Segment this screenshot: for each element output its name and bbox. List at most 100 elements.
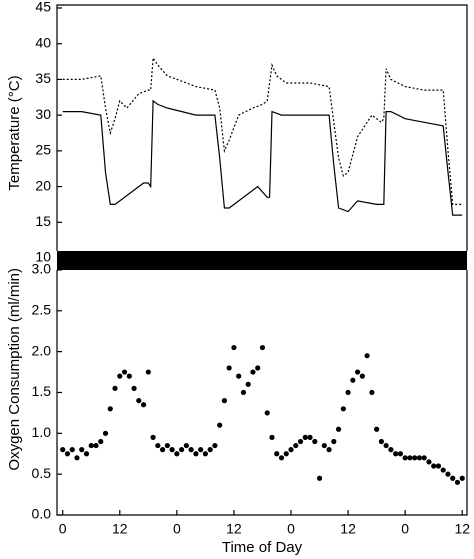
point <box>155 442 161 449</box>
point <box>126 373 132 379</box>
point <box>250 369 256 375</box>
point <box>269 434 275 440</box>
point <box>321 442 327 449</box>
point <box>445 471 451 477</box>
point <box>454 479 461 485</box>
point <box>412 455 418 461</box>
point <box>79 447 85 453</box>
point <box>226 365 232 371</box>
point <box>388 447 394 453</box>
x-axis-label: Time of Day <box>222 539 303 556</box>
temperature-line <box>62 99 463 216</box>
y-tick-label: 0.5 <box>32 465 52 481</box>
point <box>231 344 237 351</box>
point <box>307 434 313 440</box>
point <box>159 447 166 453</box>
point <box>169 447 175 453</box>
point <box>107 406 113 412</box>
point <box>297 438 304 445</box>
point <box>402 455 408 461</box>
point <box>259 344 266 351</box>
point <box>364 353 370 359</box>
point <box>245 381 251 387</box>
point <box>179 447 185 453</box>
point <box>421 455 427 461</box>
point <box>164 442 170 449</box>
point <box>217 422 223 428</box>
x-tick-label: 0 <box>173 521 181 537</box>
point <box>369 389 375 396</box>
temperature-line <box>62 56 463 205</box>
point <box>112 385 118 391</box>
y-tick-label: 45 <box>35 0 51 15</box>
point <box>397 451 404 457</box>
point <box>431 463 437 469</box>
x-tick-label: 12 <box>340 521 356 537</box>
x-tick-label: 12 <box>454 521 470 537</box>
y-tick-label: 2.0 <box>32 342 52 358</box>
point <box>359 373 365 379</box>
point <box>74 455 80 461</box>
point <box>198 447 204 453</box>
point <box>440 467 446 473</box>
point <box>316 475 323 481</box>
point <box>293 442 299 449</box>
point <box>236 373 242 379</box>
point <box>416 455 423 461</box>
point <box>131 385 137 391</box>
point <box>188 447 194 453</box>
point <box>378 438 384 445</box>
point <box>64 451 71 457</box>
point <box>69 447 75 453</box>
y-tick-label: 15 <box>35 213 51 229</box>
x-tick-label: 0 <box>287 521 295 537</box>
y-axis-label: Oxygen Consumption (ml/min) <box>6 268 23 471</box>
y-tick-label: 1.0 <box>32 424 52 440</box>
point <box>274 451 280 457</box>
axis-frame <box>56 270 468 516</box>
point <box>450 475 456 481</box>
y-tick-label: 25 <box>35 142 51 158</box>
point <box>435 463 442 469</box>
point <box>283 451 289 457</box>
point <box>331 438 337 445</box>
x-tick-label: 12 <box>112 521 128 537</box>
point <box>278 455 285 461</box>
y-tick-label: 20 <box>35 177 51 193</box>
point <box>374 426 380 432</box>
point <box>459 475 465 481</box>
point <box>117 373 123 379</box>
point <box>340 406 346 412</box>
y-tick-label: 1.5 <box>32 383 52 399</box>
y-tick-label: 10 <box>35 249 51 265</box>
x-tick-label: 0 <box>59 521 67 537</box>
point <box>93 442 99 449</box>
point <box>312 438 318 445</box>
point <box>202 451 208 457</box>
point <box>102 430 109 436</box>
y-tick-label: 40 <box>35 34 51 50</box>
point <box>98 438 104 445</box>
y-tick-label: 30 <box>35 106 51 122</box>
y-tick-label: 3.0 <box>32 261 52 277</box>
point <box>326 447 332 453</box>
point <box>60 447 66 453</box>
point <box>240 389 247 396</box>
point <box>350 377 356 383</box>
point <box>207 447 213 453</box>
point <box>393 451 399 457</box>
point <box>426 459 432 465</box>
point <box>140 402 147 408</box>
point <box>193 451 199 457</box>
point <box>88 442 94 449</box>
dark-bar <box>57 251 467 270</box>
point <box>221 398 228 404</box>
point <box>335 426 342 432</box>
point <box>121 369 128 375</box>
point <box>145 369 151 375</box>
point <box>288 447 294 453</box>
point <box>302 434 308 440</box>
point <box>83 451 90 457</box>
axis-frame <box>56 4 468 251</box>
